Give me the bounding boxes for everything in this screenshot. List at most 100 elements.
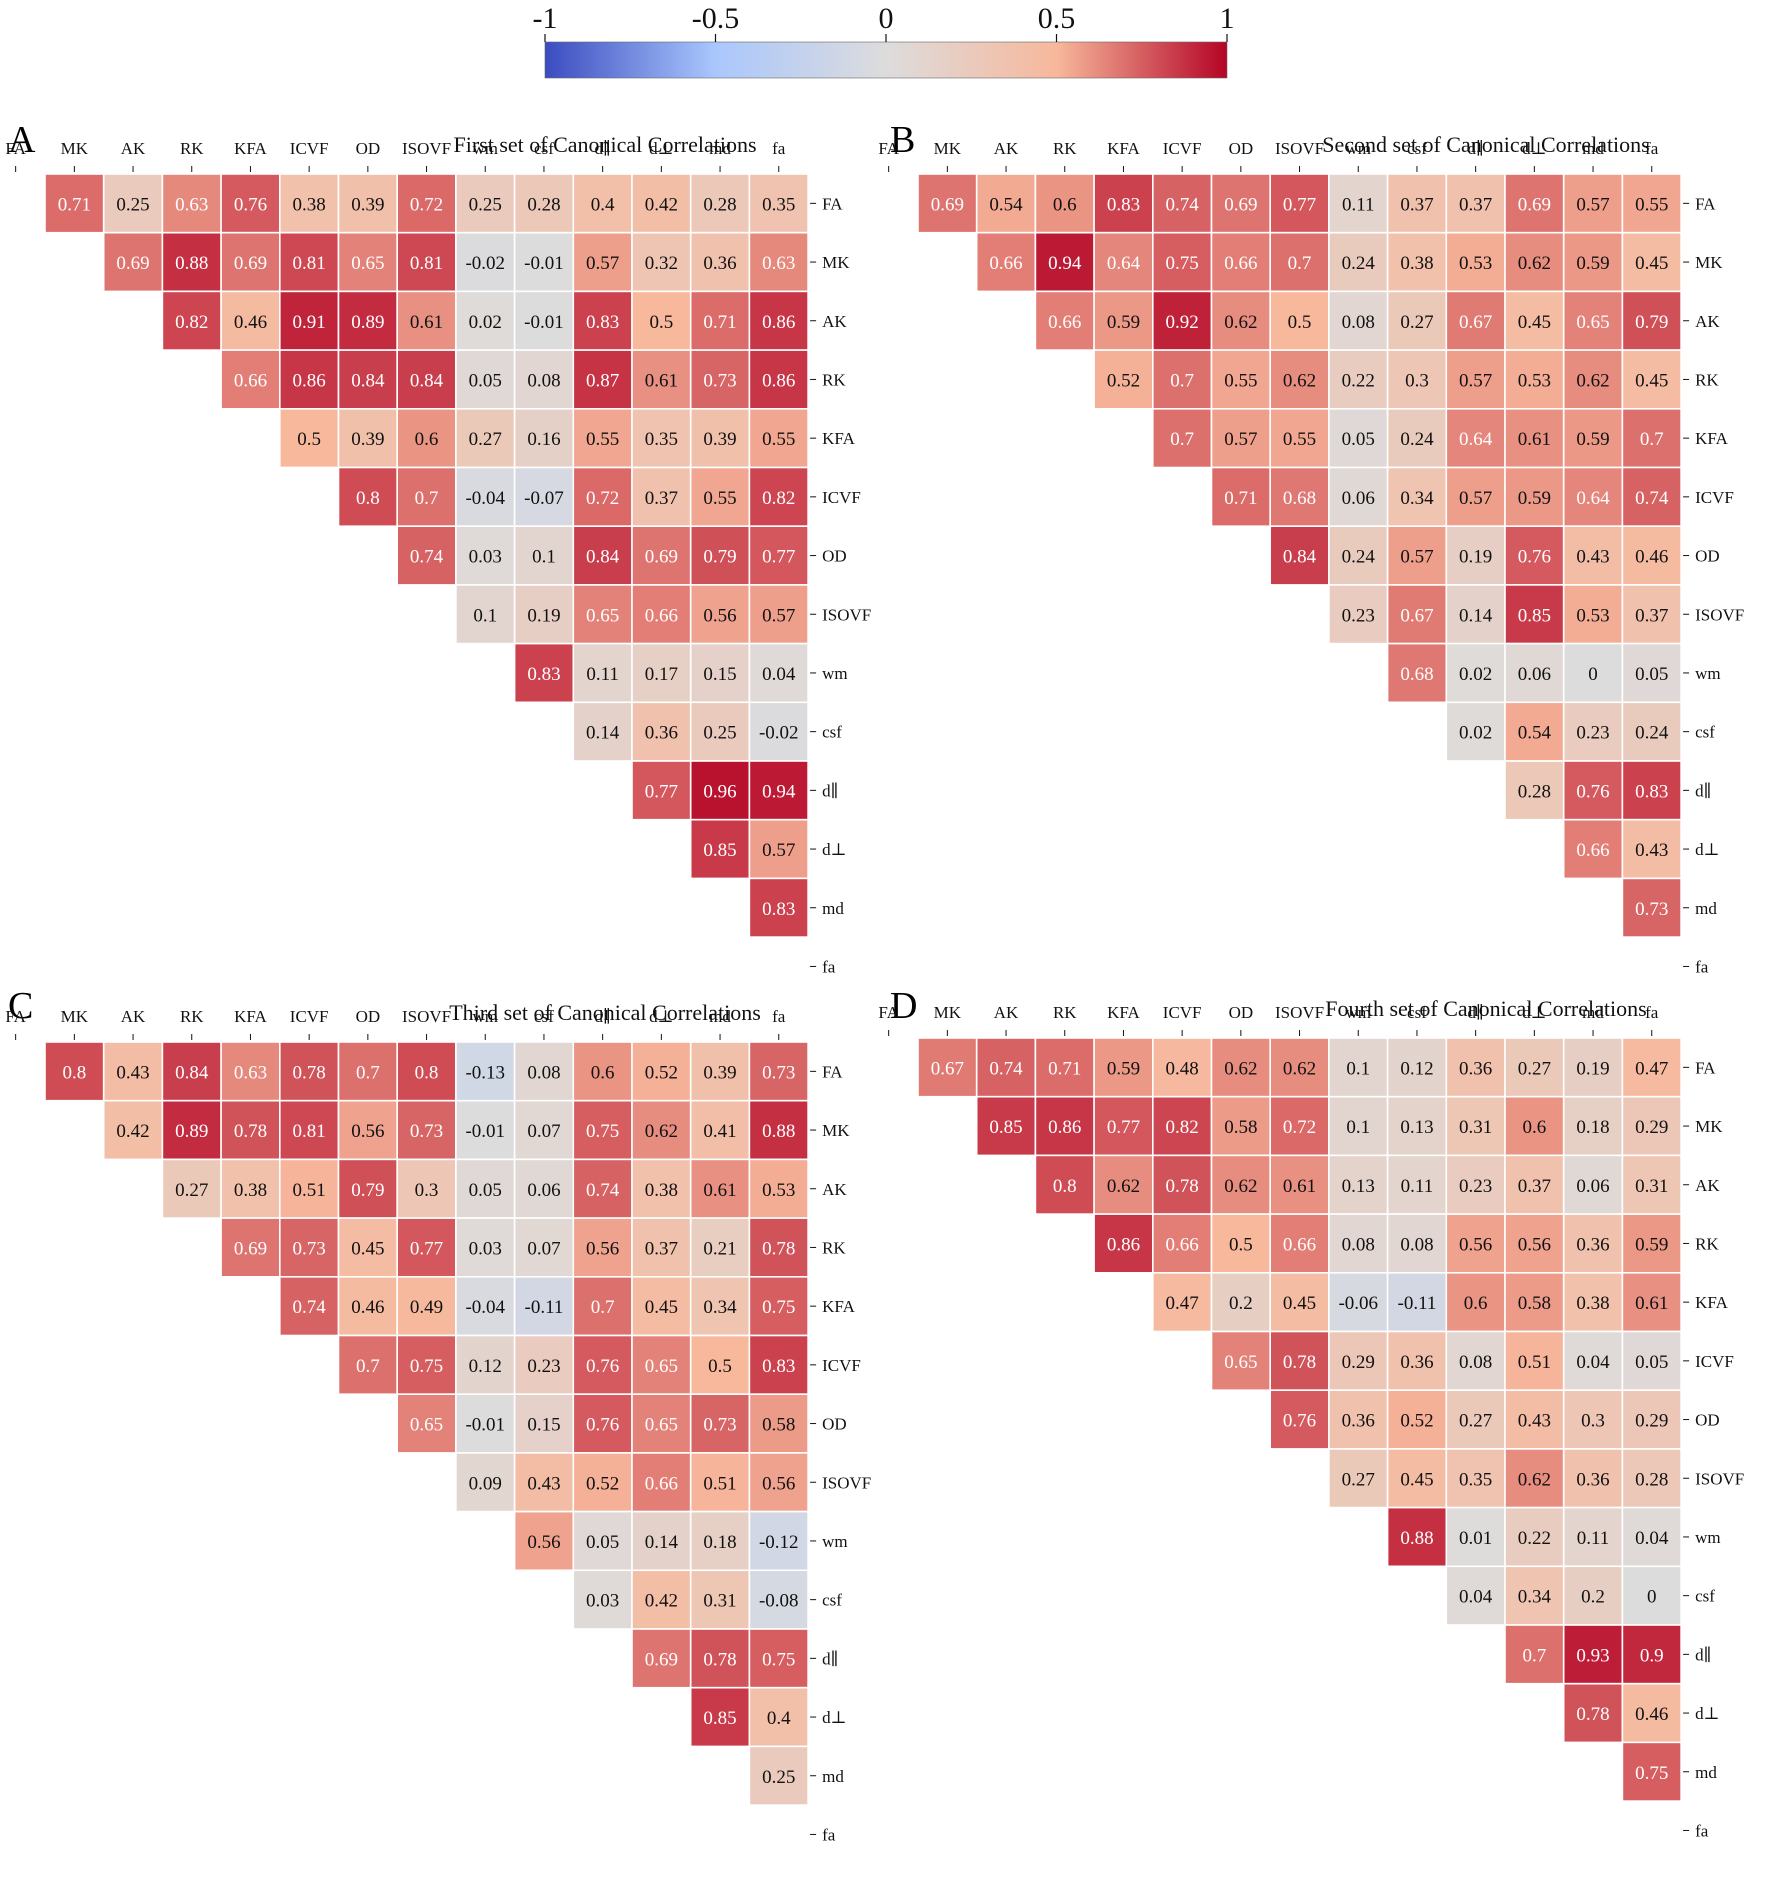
cell-value-label: 0.39	[703, 429, 736, 450]
heatmap-cell	[689, 525, 751, 586]
cell-value-label: 0.5	[649, 312, 673, 333]
x-tick-label: OD	[1229, 1003, 1254, 1022]
heatmap-cell	[1386, 1095, 1448, 1157]
cell-value-label: 0.82	[762, 488, 795, 509]
heatmap-cell	[1562, 290, 1624, 351]
cell-value-label: 0.43	[116, 1062, 149, 1083]
cell-value-label: 0.25	[703, 723, 736, 744]
heatmap-cell	[1562, 1037, 1624, 1098]
cell-value-label: 0.86	[762, 370, 795, 391]
cell-value-label: 0.76	[586, 1356, 619, 1377]
cell-value-label: 0.13	[1342, 1176, 1375, 1197]
cell-value-label: 0.71	[1224, 488, 1257, 509]
heatmap-cell	[917, 173, 978, 234]
heatmap-cell	[1328, 349, 1389, 410]
cell-value-label: 0.57	[762, 605, 795, 626]
cell-value-label: 0.69	[931, 194, 964, 215]
cell-value-label: 0.1	[1346, 1117, 1370, 1138]
cell-value-label: 0.37	[645, 488, 678, 509]
y-tick-label: ISOVF	[1695, 1469, 1744, 1488]
heatmap-cell	[455, 525, 516, 586]
x-tick-label: ICVF	[1163, 139, 1202, 158]
x-tick-label: AK	[121, 1007, 146, 1026]
y-tick-label: md	[1695, 1763, 1717, 1782]
cell-value-label: 0.7	[1640, 429, 1664, 450]
cell-value-label: 0.41	[703, 1121, 736, 1142]
heatmap-cell	[1269, 1213, 1330, 1274]
cell-value-label: 0.37	[1400, 194, 1433, 215]
heatmap-cell	[572, 1452, 633, 1513]
cell-value-label: 0.78	[703, 1649, 736, 1670]
y-tick-label: ICVF	[1695, 1352, 1734, 1371]
cell-value-label: 0.36	[1342, 1411, 1375, 1432]
heatmap-cell	[1562, 818, 1624, 880]
y-tick-label: wm	[822, 664, 848, 683]
cell-value-label: 0.13	[1400, 1117, 1433, 1138]
cell-value-label: 0.88	[762, 1121, 795, 1142]
cell-value-label: 0.85	[989, 1117, 1022, 1138]
heatmap-cell	[631, 1510, 692, 1572]
cell-value-label: 0.5	[708, 1356, 732, 1377]
heatmap-cell	[220, 1217, 281, 1278]
cell-value-label: 0.75	[586, 1121, 619, 1142]
cell-value-label: 0.08	[1342, 312, 1375, 333]
heatmap-cell	[689, 1217, 751, 1278]
cell-value-label: -0.07	[524, 488, 564, 509]
cell-value-label: 0.39	[351, 429, 384, 450]
cell-value-label: 0.7	[1170, 429, 1194, 450]
heatmap-cell	[337, 1041, 399, 1102]
x-tick-label: csf	[1407, 139, 1427, 158]
heatmap-cell	[748, 1217, 809, 1278]
cell-value-label: 0.55	[1283, 429, 1316, 450]
heatmap-cell	[748, 525, 809, 586]
cell-value-label: 0.66	[989, 253, 1022, 274]
x-tick-label: FA	[878, 1003, 899, 1022]
heatmap-cell	[337, 1334, 399, 1396]
cell-value-label: -0.11	[1398, 1293, 1437, 1314]
cell-value-label: 0.86	[1048, 1117, 1081, 1138]
x-tick-label: ICVF	[290, 139, 329, 158]
heatmap-cell	[1621, 1213, 1682, 1274]
x-tick-label: MK	[934, 139, 962, 158]
cell-value-label: 0.25	[469, 194, 502, 215]
cell-value-label: 0.72	[1283, 1117, 1316, 1138]
y-tick-label: FA	[1695, 194, 1716, 213]
cell-value-label: 0.7	[356, 1062, 380, 1083]
heatmap-cell	[689, 349, 751, 410]
cell-value-label: 0.55	[762, 429, 795, 450]
cell-value-label: 0.73	[1635, 899, 1668, 920]
x-tick-label: ISOVF	[402, 139, 451, 158]
cell-value-label: 0.31	[1635, 1176, 1668, 1197]
heatmap-cell	[1504, 525, 1565, 586]
heatmap-cell	[917, 1037, 978, 1098]
heatmap-cell	[689, 760, 751, 821]
cell-value-label: 0.7	[1522, 1645, 1546, 1666]
x-tick-label: AK	[994, 139, 1019, 158]
x-tick-label: d⊥	[1522, 1003, 1547, 1022]
cell-value-label: 0.86	[293, 370, 326, 391]
heatmap-cell	[631, 525, 692, 586]
heatmap-cell	[1386, 1213, 1448, 1274]
y-tick-label: RK	[822, 370, 846, 389]
heatmap-panel-d: D Fourth set of Canonical Correlations FA M…	[878, 985, 1744, 1840]
heatmap-cell	[975, 231, 1037, 293]
cell-value-label: 0.77	[762, 547, 795, 568]
heatmap-cell	[44, 1041, 105, 1102]
cell-value-label: 0.55	[1635, 194, 1668, 215]
cell-value-label: 0.84	[586, 547, 620, 568]
cell-value-label: 0.74	[989, 1058, 1023, 1079]
x-tick-label: md	[709, 139, 731, 158]
heatmap-cell	[748, 290, 809, 351]
cell-value-label: 0.79	[351, 1180, 384, 1201]
heatmap-cell	[748, 1628, 809, 1689]
cell-value-label: 0.67	[1400, 605, 1433, 626]
x-tick-label: ISOVF	[1275, 139, 1324, 158]
cell-value-label: 0.57	[1576, 194, 1609, 215]
cell-value-label: 0.76	[1576, 781, 1609, 802]
heatmap-cell	[631, 173, 692, 234]
cell-value-label: 0.61	[410, 312, 443, 333]
heatmap-cell	[220, 1099, 281, 1161]
heatmap-cell	[1328, 1154, 1389, 1215]
y-tick-label: d⊥	[1695, 1704, 1720, 1723]
heatmap-cell	[1504, 642, 1565, 704]
